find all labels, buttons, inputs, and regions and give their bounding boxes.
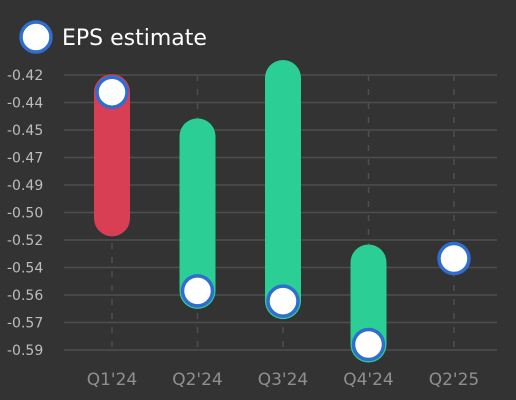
y-tick-label: -0.49 <box>7 178 43 194</box>
y-axis-tick-labels: -0.42 -0.44 -0.45 -0.47 -0.49 -0.50 -0.52 -0.54… <box>7 68 43 359</box>
y-tick-label: -0.44 <box>7 96 43 112</box>
estimate-marker <box>351 327 386 362</box>
legend-label: EPS estimate <box>62 26 207 51</box>
estimate-marker <box>266 284 300 318</box>
y-tick-label: -0.57 <box>7 316 43 332</box>
y-tick-label: -0.50 <box>7 206 43 222</box>
estimate-marker <box>437 241 471 276</box>
y-tick-label: -0.45 <box>7 123 43 139</box>
range-bar <box>179 118 216 309</box>
y-tick-label: -0.59 <box>7 343 43 359</box>
y-tick-label: -0.47 <box>7 151 43 167</box>
range-bar <box>265 59 301 320</box>
x-tick-label: Q2'24 <box>172 370 223 390</box>
x-axis-tick-labels: Q1'24 Q2'24 Q3'24 Q4'24 Q2'25 <box>87 370 480 390</box>
legend-marker <box>19 20 53 54</box>
range-bar <box>94 74 130 237</box>
y-tick-label: -0.42 <box>7 68 43 84</box>
x-tick-label: Q1'24 <box>87 370 138 390</box>
legend: EPS estimate <box>19 20 207 54</box>
estimate-marker <box>95 75 129 109</box>
estimate-markers <box>95 75 471 362</box>
x-tick-label: Q3'24 <box>258 370 309 390</box>
y-tick-label: -0.56 <box>7 288 43 304</box>
estimate-marker <box>180 274 215 308</box>
y-tick-label: -0.54 <box>7 261 43 277</box>
x-tick-label: Q2'25 <box>429 370 480 390</box>
y-tick-label: -0.52 <box>7 233 43 249</box>
x-tick-label: Q4'24 <box>343 370 394 390</box>
